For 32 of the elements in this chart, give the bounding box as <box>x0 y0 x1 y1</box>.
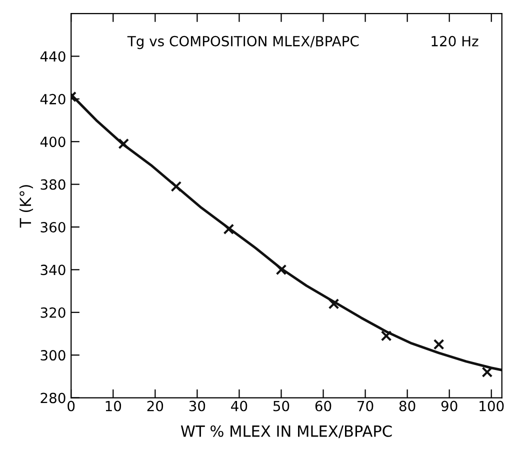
point <box>380 330 392 342</box>
x-tick-label: 30 <box>189 400 206 412</box>
point <box>170 181 182 192</box>
x-tick-label: 80 <box>399 400 416 412</box>
point <box>482 366 493 378</box>
x-tick-label: 50 <box>273 400 290 412</box>
y-tick-label: 300 <box>40 350 66 361</box>
annotation: 120 Hz <box>432 36 478 46</box>
x-tick-label: 20 <box>147 400 164 412</box>
y-tick-label: 420 <box>40 94 66 104</box>
point <box>328 298 340 310</box>
point <box>118 138 130 150</box>
y-tick-label: 340 <box>40 264 66 276</box>
y-axis-title: T (K°) <box>19 185 34 228</box>
y-tick-label: 440 <box>40 51 66 62</box>
y-tick-label: 360 <box>40 222 66 232</box>
x-tick-label: 100 <box>480 400 504 412</box>
y-tick-label: 380 <box>40 179 66 190</box>
y-tick-label: 400 <box>40 136 66 148</box>
x-axis-title: WT % MLEX IN MLEX/BPAPC <box>180 425 392 438</box>
x-tick-label: 10 <box>106 400 122 412</box>
point <box>223 224 234 235</box>
x-tick-label: 40 <box>231 400 248 412</box>
text: Tg vs COMPOSITION MLEX/BPAPC <box>127 36 359 50</box>
x-tick-label: 90 <box>441 400 458 412</box>
point <box>276 264 287 276</box>
y-tick-label: 280 <box>40 392 66 404</box>
x-tick-label: 0 <box>68 400 75 412</box>
x-tick-label: 70 <box>358 400 374 412</box>
y-tick-label: 320 <box>40 307 66 318</box>
point <box>433 338 444 350</box>
x-tick-label: 60 <box>315 400 332 412</box>
